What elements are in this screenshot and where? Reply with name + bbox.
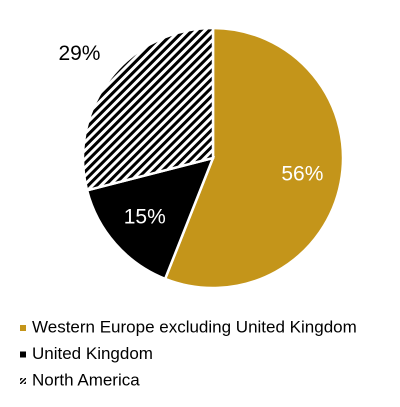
value-label: 15% (124, 206, 166, 229)
legend-label: North America (32, 370, 140, 389)
pie-slice (81, 26, 215, 192)
legend-marker (20, 325, 26, 331)
legend-label: United Kingdom (32, 344, 153, 363)
legend-label: Western Europe excluding United Kingdom (32, 317, 357, 336)
pie-slice (163, 26, 345, 290)
legend-marker (20, 378, 26, 384)
legend-marker (20, 351, 26, 358)
value-label: 29% (58, 42, 100, 65)
value-label: 56% (281, 163, 323, 186)
pie-slice (85, 156, 216, 281)
